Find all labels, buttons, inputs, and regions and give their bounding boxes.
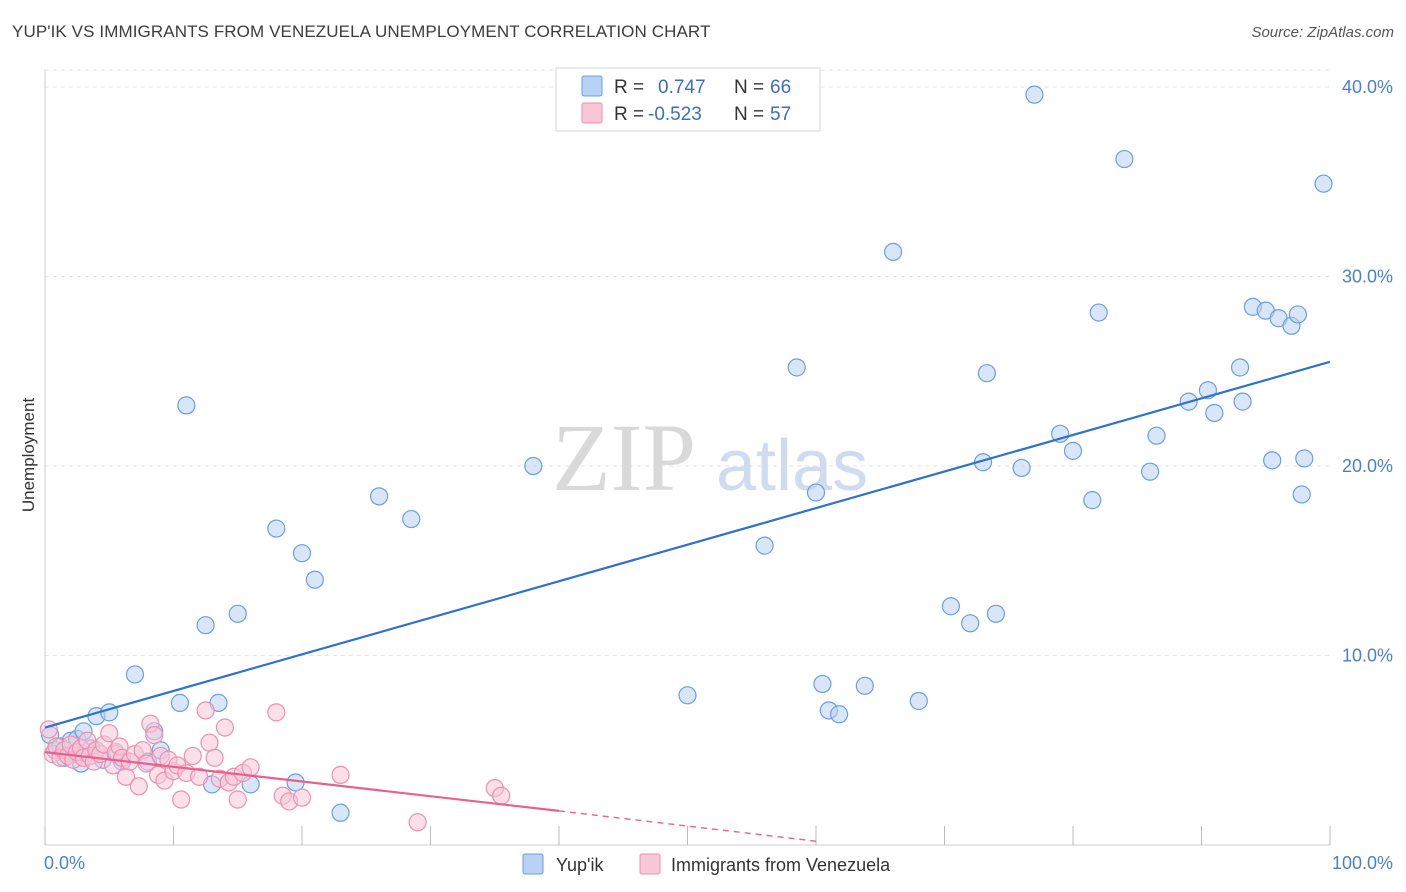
- point-yupik-53: [1063, 441, 1083, 460]
- correlation-legend: R = 0.747 N = 66 R = -0.523 N = 57: [555, 67, 821, 132]
- y-tick-label-0: 10.0%: [1342, 646, 1393, 666]
- point-venezuela-57: [492, 786, 511, 805]
- watermark-zip: ZIP: [552, 404, 696, 511]
- point-yupik-66: [1263, 451, 1282, 470]
- point-yupik-51: [1025, 85, 1044, 104]
- point-yupik-71: [1292, 485, 1311, 504]
- point-yupik-29: [292, 544, 312, 563]
- point-yupik-25: [228, 604, 247, 623]
- legend-r-value-venezuela: -0.523: [648, 104, 702, 125]
- point-yupik-49: [986, 604, 1006, 623]
- point-venezuela-47: [228, 790, 247, 809]
- point-yupik-61: [1205, 403, 1224, 423]
- point-venezuela-53: [292, 788, 312, 807]
- point-venezuela-36: [172, 790, 191, 809]
- point-yupik-20: [170, 693, 190, 712]
- point-yupik-27: [267, 519, 286, 538]
- point-venezuela-49: [241, 758, 260, 777]
- point-yupik-43: [883, 242, 903, 262]
- legend-r-label-venezuela: R =: [614, 104, 644, 125]
- trend-line-venezuela: [44, 751, 560, 812]
- point-yupik-48: [977, 364, 997, 383]
- point-venezuela-0: [39, 720, 58, 739]
- series-label-venezuela: Immigrants from Venezuela: [671, 855, 891, 875]
- point-venezuela-44: [215, 718, 234, 737]
- point-venezuela-17: [100, 724, 119, 743]
- legend-swatch-yupik: [581, 75, 603, 97]
- series-label-yupik: Yup'ik: [556, 855, 604, 875]
- point-yupik-38: [806, 483, 826, 502]
- grid-lines: [45, 69, 1330, 657]
- point-yupik-32: [370, 487, 389, 506]
- trend-line-yupik: [44, 360, 1331, 729]
- point-yupik-54: [1083, 491, 1102, 510]
- point-yupik-55: [1089, 303, 1108, 322]
- series-legend: Yup'ik Immigrants from Venezuela: [522, 853, 891, 875]
- point-yupik-50: [1012, 458, 1031, 478]
- series-swatch-venezuela: [639, 853, 661, 875]
- point-venezuela-25: [129, 777, 148, 796]
- point-yupik-58: [1147, 426, 1166, 445]
- legend-n-label-yupik: N =: [734, 77, 764, 98]
- series-swatch-yupik: [522, 853, 544, 875]
- source-label: Source: ZipAtlas.com: [1251, 24, 1394, 41]
- chart-title: YUP'IK VS IMMIGRANTS FROM VENEZUELA UNEM…: [12, 22, 711, 41]
- point-yupik-63: [1233, 392, 1252, 411]
- point-yupik-70: [1295, 449, 1314, 468]
- y-tick-label-1: 20.0%: [1342, 456, 1393, 476]
- x-tick-label-max: 100.0%: [1332, 853, 1393, 873]
- point-yupik-72: [1314, 174, 1333, 193]
- data-points: [39, 85, 1333, 832]
- point-yupik-33: [402, 509, 421, 529]
- point-yupik-69: [1288, 305, 1307, 324]
- point-yupik-46: [961, 614, 980, 633]
- legend-r-value-yupik: 0.747: [658, 77, 706, 98]
- point-yupik-16: [125, 665, 145, 684]
- point-yupik-42: [855, 676, 874, 695]
- point-venezuela-38: [183, 746, 202, 766]
- point-yupik-44: [909, 691, 928, 711]
- y-tick-label-3: 40.0%: [1342, 77, 1393, 97]
- legend-n-value-venezuela: 57: [770, 104, 791, 125]
- point-yupik-30: [305, 570, 324, 589]
- point-venezuela-40: [196, 701, 215, 720]
- axes: [44, 70, 1331, 846]
- point-yupik-35: [678, 686, 697, 705]
- point-venezuela-54: [331, 765, 350, 784]
- point-venezuela-29: [145, 725, 164, 745]
- y-axis-label: Unemployment: [19, 398, 38, 513]
- point-yupik-22: [196, 616, 215, 635]
- point-yupik-34: [524, 456, 543, 476]
- y-tick-label-2: 30.0%: [1342, 267, 1393, 287]
- point-yupik-45: [941, 597, 961, 616]
- point-yupik-21: [177, 396, 196, 415]
- tick-labels: 10.0% 20.0% 30.0% 40.0% 0.0% 100.0%: [44, 77, 1393, 873]
- point-yupik-37: [787, 358, 806, 377]
- point-venezuela-39: [190, 767, 209, 786]
- legend-r-label-yupik: R =: [614, 77, 644, 98]
- legend-n-label-venezuela: N =: [734, 104, 764, 125]
- point-yupik-62: [1230, 358, 1250, 377]
- point-venezuela-50: [267, 703, 286, 722]
- point-venezuela-42: [205, 748, 224, 767]
- legend-swatch-venezuela: [581, 102, 603, 124]
- point-yupik-36: [755, 536, 774, 555]
- point-venezuela-41: [200, 733, 219, 752]
- point-yupik-39: [813, 674, 832, 694]
- point-yupik-31: [331, 803, 350, 822]
- point-yupik-57: [1140, 462, 1160, 481]
- watermark-atlas: atlas: [716, 426, 868, 506]
- point-yupik-56: [1115, 149, 1134, 169]
- trend-lines: [44, 360, 1331, 842]
- point-yupik-41: [830, 705, 849, 724]
- x-tick-label-min: 0.0%: [44, 853, 85, 873]
- point-venezuela-55: [408, 813, 427, 832]
- legend-n-value-yupik: 66: [770, 77, 791, 98]
